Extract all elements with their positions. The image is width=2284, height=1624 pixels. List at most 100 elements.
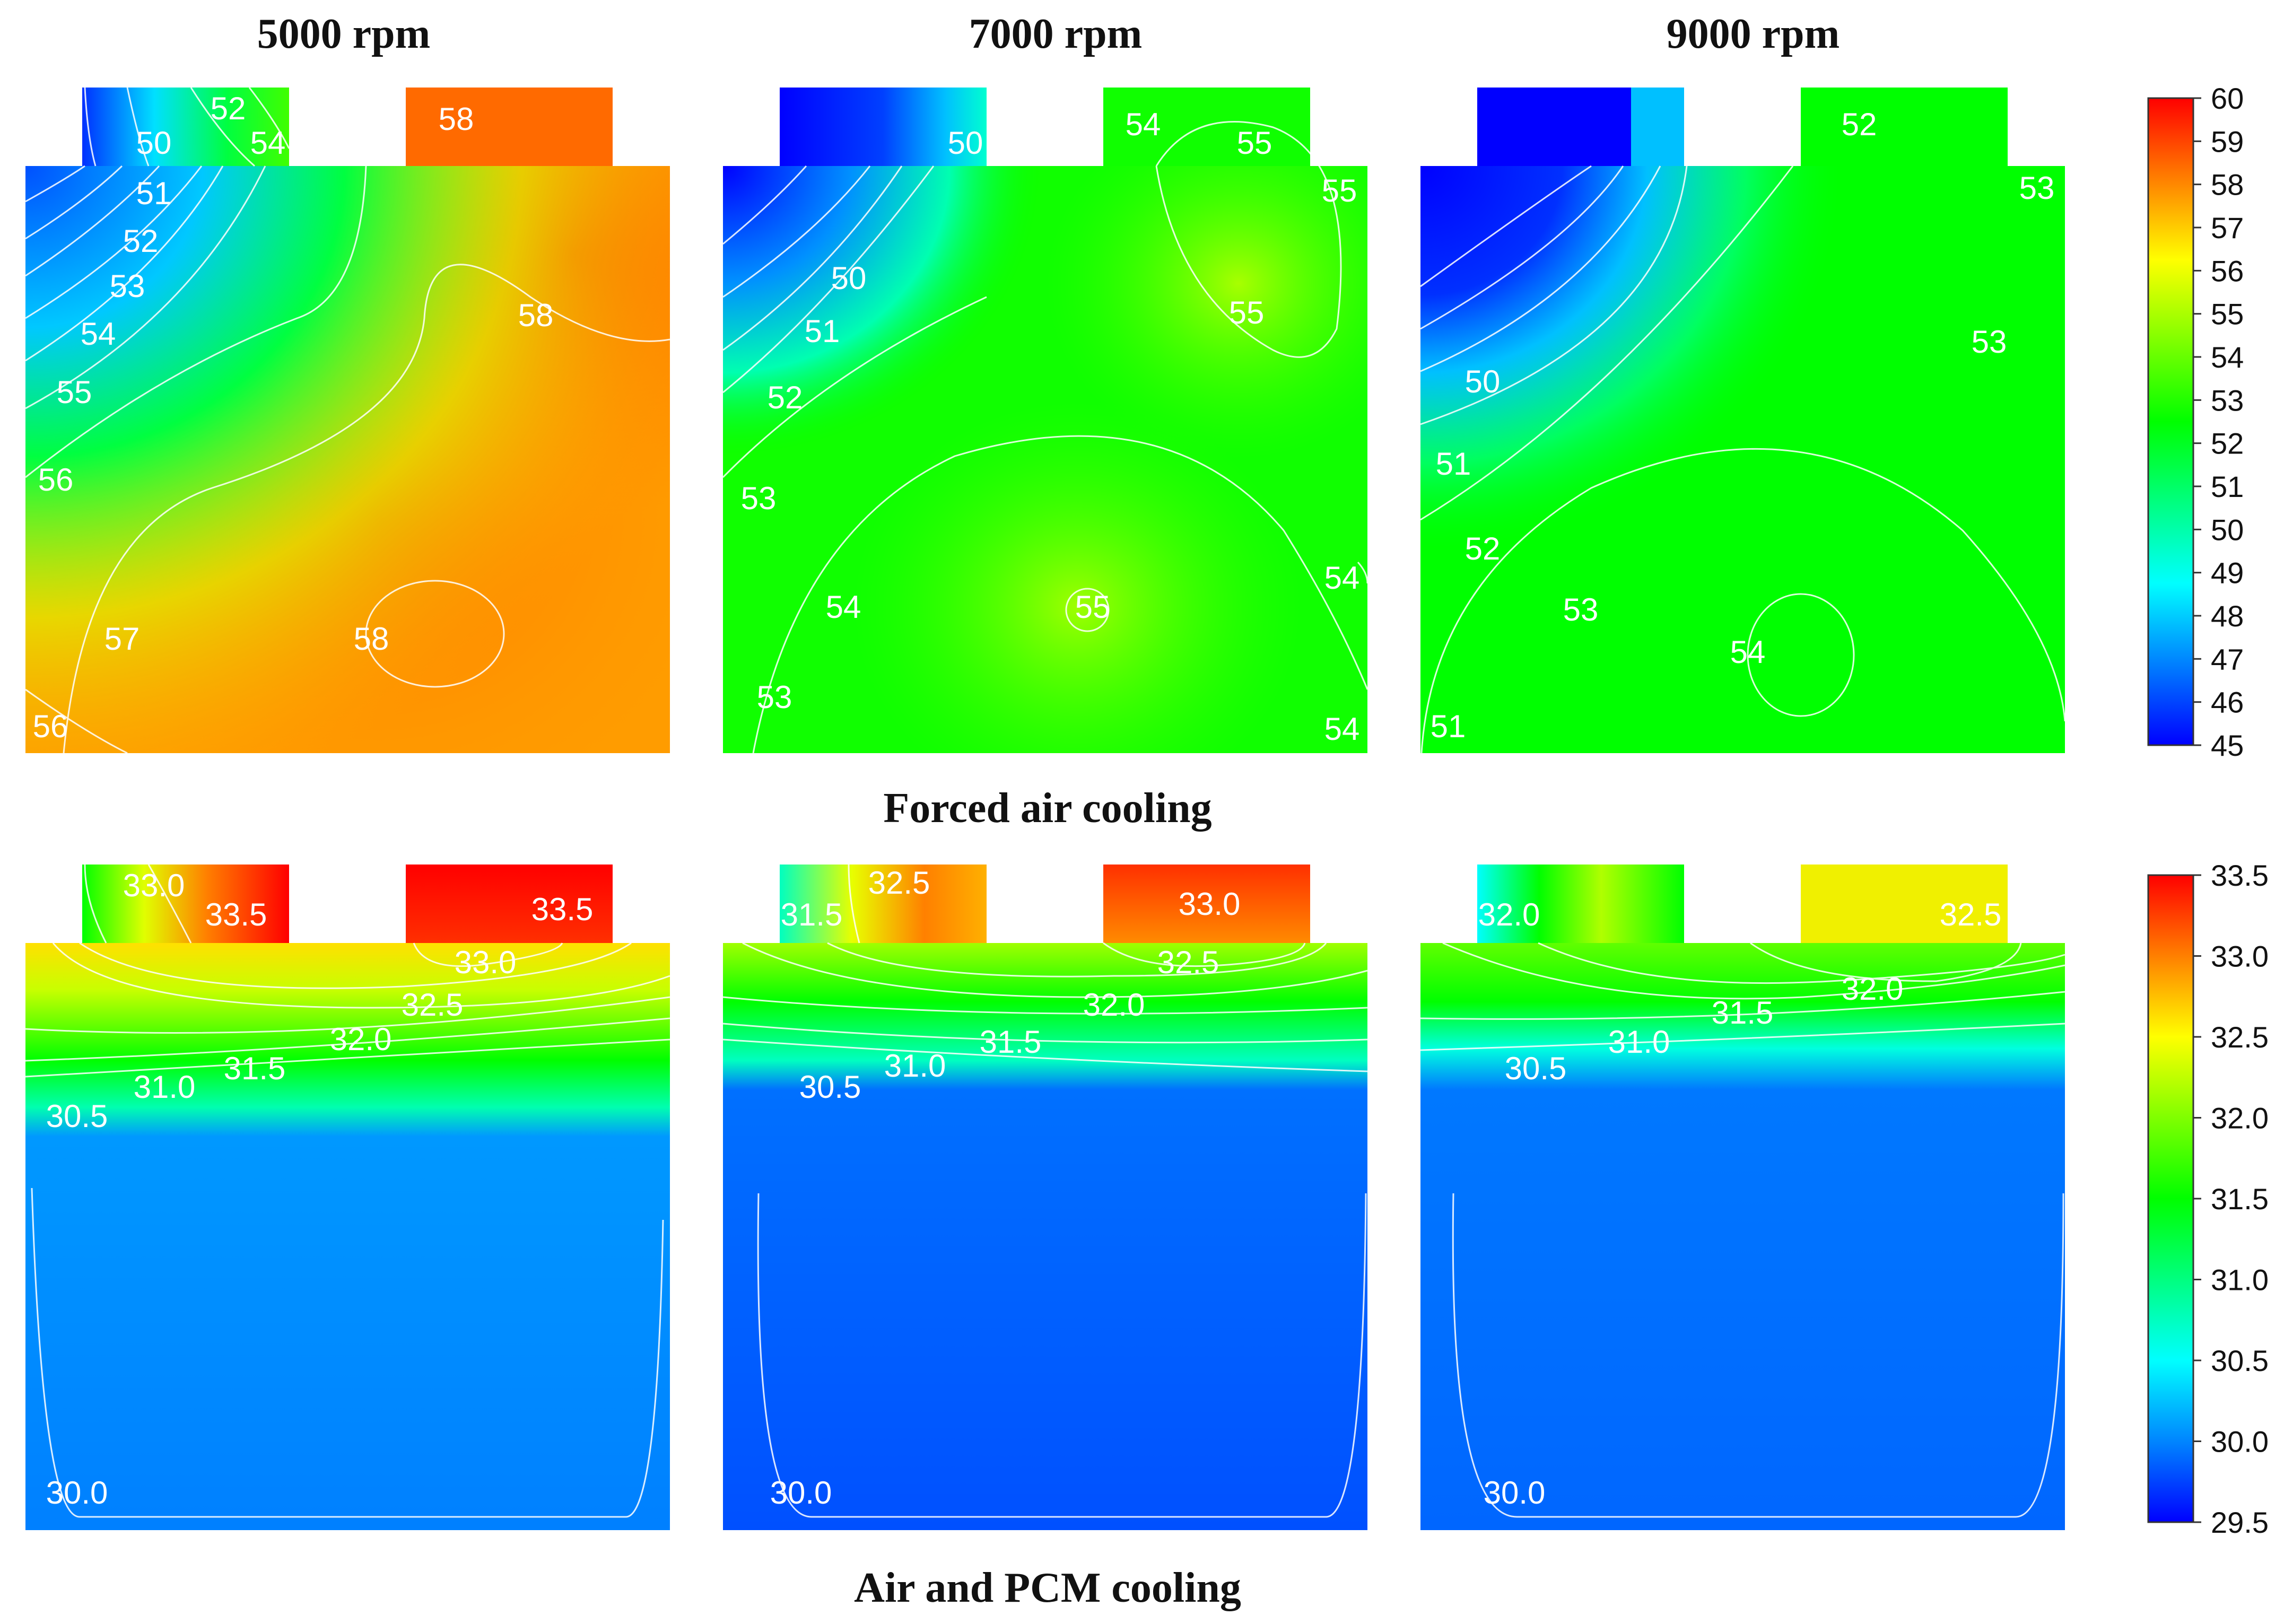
row-title-1: Forced air cooling bbox=[883, 785, 1211, 832]
contour-label: 33.0 bbox=[1179, 886, 1241, 922]
contour-label: 53 bbox=[2019, 170, 2055, 206]
contour-label: 30.0 bbox=[770, 1475, 832, 1511]
contour-label: 32.5 bbox=[1157, 945, 1219, 980]
contour-label: 50 bbox=[948, 125, 983, 161]
contour-label: 31.5 bbox=[224, 1051, 286, 1086]
contour-label: 31.5 bbox=[781, 897, 843, 932]
colorbar-tick-label: 60 bbox=[2211, 82, 2244, 115]
contour-label: 53 bbox=[741, 481, 777, 516]
contour-label: 54 bbox=[250, 125, 286, 161]
contour-label: 52 bbox=[211, 91, 246, 126]
contour-label: 54 bbox=[1324, 560, 1360, 596]
contour-label: 50 bbox=[136, 125, 172, 161]
contour-label: 53 bbox=[1563, 592, 1599, 627]
contour-label: 54 bbox=[1126, 107, 1161, 142]
contour-label: 51 bbox=[1436, 446, 1471, 482]
panel-pcm-9000 bbox=[1420, 865, 2065, 1530]
contour-label: 31.5 bbox=[980, 1024, 1042, 1060]
colorbar-tick-label: 57 bbox=[2211, 211, 2244, 245]
colorbar-tick-label: 32.0 bbox=[2211, 1102, 2269, 1135]
contour-label: 52 bbox=[123, 223, 159, 259]
contour-label: 50 bbox=[831, 260, 867, 296]
panel-pcm-7000 bbox=[722, 864, 1368, 1530]
contour-label: 33.0 bbox=[123, 868, 185, 903]
contour-label: 54 bbox=[826, 589, 861, 625]
contour-label: 56 bbox=[38, 462, 74, 497]
colorbar-bottom: 29.5 30.0 30.5 31.0 31.5 32.0 32.5 33.0 33.5 bbox=[2147, 859, 2269, 1539]
contour-label: 54 bbox=[1324, 711, 1360, 747]
colorbar-tick-label: 30.5 bbox=[2211, 1344, 2269, 1377]
column-title-2: 7000 rpm bbox=[969, 11, 1143, 57]
colorbar-tick-label: 29.5 bbox=[2211, 1506, 2269, 1539]
colorbar-tick-label: 48 bbox=[2211, 599, 2244, 633]
colorbar-tick-label: 58 bbox=[2211, 168, 2244, 202]
colorbar-tick-label: 31.5 bbox=[2211, 1182, 2269, 1216]
contour-label: 55 bbox=[1237, 125, 1272, 161]
contour-label: 58 bbox=[518, 298, 554, 333]
contour-label: 31.0 bbox=[1608, 1024, 1670, 1060]
colorbar-tick-label: 54 bbox=[2211, 340, 2244, 374]
contour-label: 53 bbox=[110, 268, 145, 304]
contour-label: 33.5 bbox=[531, 892, 594, 927]
colorbar-tick-label: 51 bbox=[2211, 470, 2244, 503]
contour-label: 33.5 bbox=[205, 897, 267, 932]
contour-label: 54 bbox=[1730, 634, 1766, 670]
contour-label: 30.5 bbox=[799, 1069, 861, 1105]
contour-label: 55 bbox=[1229, 295, 1265, 330]
contour-label: 32.5 bbox=[1940, 897, 2002, 932]
colorbar-tick-label: 52 bbox=[2211, 427, 2244, 460]
colorbar-tick-label: 45 bbox=[2211, 729, 2244, 762]
contour-label: 32.0 bbox=[330, 1021, 392, 1057]
colorbar-tick-label: 56 bbox=[2211, 254, 2244, 287]
contour-label: 56 bbox=[33, 709, 68, 744]
contour-label: 50 bbox=[1465, 364, 1501, 399]
contour-label: 32.0 bbox=[1478, 897, 1540, 932]
colorbar-tick-label: 55 bbox=[2211, 298, 2244, 331]
colorbar-tick-label: 30.0 bbox=[2211, 1425, 2269, 1459]
contour-label: 32.5 bbox=[868, 865, 930, 901]
colorbar-tick-label: 33.0 bbox=[2211, 940, 2269, 973]
contour-label: 55 bbox=[1322, 173, 1357, 208]
panel-pcm-5000 bbox=[25, 864, 670, 1530]
colorbar-tick-label: 53 bbox=[2211, 383, 2244, 417]
contour-label: 30.5 bbox=[1505, 1051, 1567, 1086]
colorbar-tick-label: 32.5 bbox=[2211, 1020, 2269, 1054]
panel-forced-9000 bbox=[1420, 88, 2066, 754]
panel-forced-7000 bbox=[722, 88, 1368, 754]
contour-label: 58 bbox=[354, 621, 389, 657]
panel-forced-5000 bbox=[25, 87, 670, 754]
contour-label: 30.0 bbox=[1484, 1475, 1546, 1511]
contour-label: 32.5 bbox=[402, 987, 464, 1023]
row-title-2: Air and PCM cooling bbox=[854, 1565, 1241, 1611]
contour-label: 51 bbox=[136, 176, 172, 211]
colorbar-tick-label: 59 bbox=[2211, 125, 2244, 158]
colorbar-tick-label: 33.5 bbox=[2211, 859, 2269, 892]
contour-label: 30.5 bbox=[46, 1098, 108, 1134]
contour-label: 51 bbox=[805, 313, 840, 349]
colorbar-tick-label: 31.0 bbox=[2211, 1263, 2269, 1297]
contour-label: 33.0 bbox=[455, 945, 517, 980]
contour-label: 53 bbox=[1972, 324, 2007, 360]
contour-label: 31.0 bbox=[134, 1069, 196, 1105]
contour-label: 53 bbox=[757, 679, 792, 715]
contour-label: 52 bbox=[1842, 107, 1877, 142]
contour-label: 32.0 bbox=[1083, 987, 1145, 1023]
contour-label: 30.0 bbox=[46, 1475, 108, 1511]
contour-label: 54 bbox=[81, 316, 116, 352]
contour-label: 57 bbox=[104, 621, 140, 657]
colorbar-tick-label: 46 bbox=[2211, 686, 2244, 719]
column-title-1: 5000 rpm bbox=[257, 11, 431, 57]
colorbar-tick-label: 47 bbox=[2211, 642, 2244, 676]
contour-label: 52 bbox=[768, 380, 803, 415]
contour-label: 32.0 bbox=[1842, 971, 1904, 1007]
contour-label: 58 bbox=[439, 101, 474, 137]
colorbar-tick-label: 49 bbox=[2211, 556, 2244, 590]
contour-label: 52 bbox=[1465, 531, 1501, 566]
colorbar-tick-label: 50 bbox=[2211, 513, 2244, 546]
colorbar-top: 45 46 47 48 49 50 51 52 53 54 55 56 57 58 59 60 bbox=[2147, 82, 2244, 762]
column-title-3: 9000 rpm bbox=[1667, 11, 1840, 57]
contour-label: 55 bbox=[1075, 589, 1111, 625]
contour-label: 55 bbox=[57, 374, 92, 410]
